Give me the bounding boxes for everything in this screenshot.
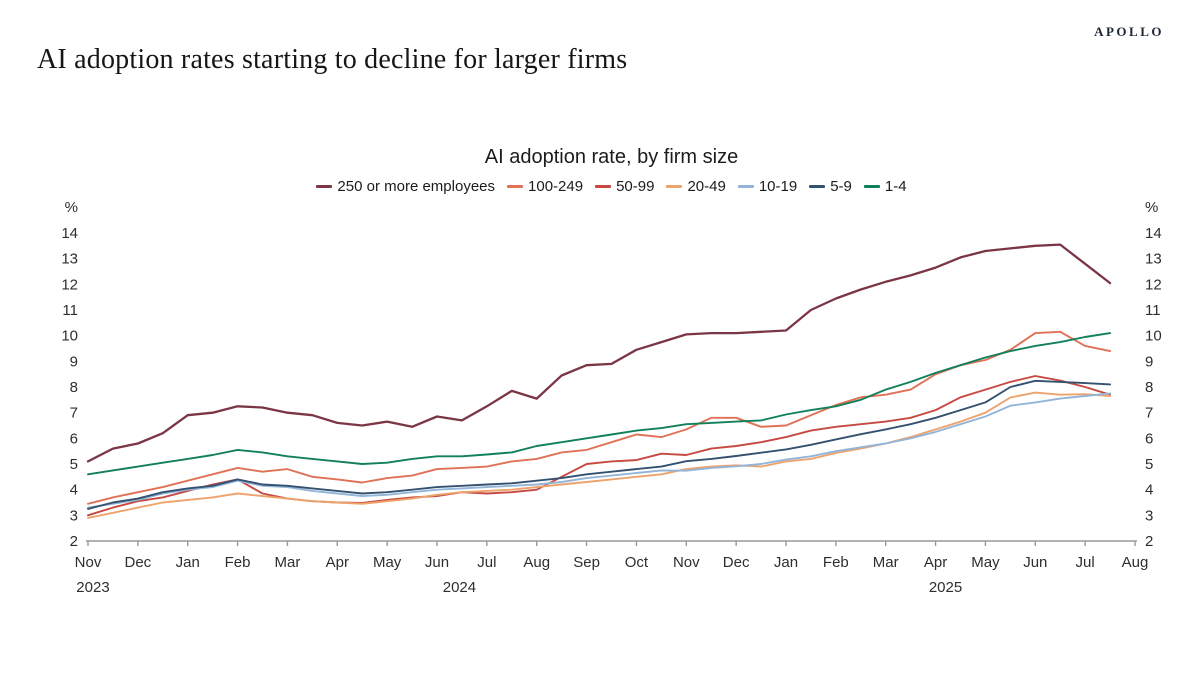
x-axis-month-label: Aug <box>523 554 550 571</box>
y-axis-unit-right: % <box>1145 199 1158 216</box>
y-axis-label-right: 13 <box>1145 251 1162 268</box>
legend-item-50-99: 50-99 <box>595 178 654 195</box>
legend-label: 100-249 <box>528 178 584 195</box>
x-axis-month-label: Feb <box>225 554 251 571</box>
legend-swatch-icon <box>316 185 333 188</box>
x-axis-month-label: Jul <box>1076 554 1095 571</box>
y-axis-label-left: 6 <box>70 430 78 447</box>
y-axis-label-left: 8 <box>70 379 78 396</box>
chart-legend: 250 or more employees 100-249 50-99 20-49 10… <box>88 178 1135 195</box>
legend-item-1-4: 1-4 <box>863 178 907 195</box>
legend-item-250-or-more-employees: 250 or more employees <box>316 178 495 195</box>
series-line-1-4 <box>87 332 1112 476</box>
x-axis-month-label: Apr <box>326 554 349 571</box>
series-line-20-49 <box>87 391 1112 519</box>
legend-item-100-249: 100-249 <box>507 178 583 195</box>
y-axis-label-right: 2 <box>1145 533 1153 550</box>
x-axis-month-label: Jan <box>176 554 200 571</box>
y-axis-label-left: 2 <box>70 533 78 550</box>
legend-swatch-icon <box>809 185 826 188</box>
legend-swatch-icon <box>507 185 524 188</box>
x-axis-month-label: May <box>373 554 402 571</box>
x-axis-month-label: Sep <box>573 554 600 571</box>
x-axis-month-label: Mar <box>275 554 301 571</box>
series-line-50-99 <box>87 375 1112 517</box>
y-axis-label-left: 14 <box>61 225 78 242</box>
page-title: AI adoption rates starting to decline fo… <box>37 44 628 75</box>
legend-swatch-icon <box>737 185 754 188</box>
y-axis-label-left: 5 <box>70 456 78 473</box>
x-axis-year-label: 2025 <box>929 579 962 596</box>
x-axis-month-label: Nov <box>75 554 102 571</box>
y-axis-label-right: 14 <box>1145 225 1162 242</box>
y-axis-label-right: 8 <box>1145 379 1153 396</box>
chart-title: AI adoption rate, by firm size <box>484 146 739 168</box>
legend-label: 10-19 <box>758 178 798 195</box>
legend-item-20-49: 20-49 <box>666 178 726 195</box>
series-line-5-9 <box>87 379 1112 510</box>
y-axis-label-right: 7 <box>1145 405 1153 422</box>
y-axis-label-left: 9 <box>70 353 78 370</box>
legend-label: 1-4 <box>884 178 907 195</box>
y-axis-label-right: 12 <box>1145 276 1162 293</box>
x-axis-month-label: Oct <box>625 554 649 571</box>
x-axis-month-label: Mar <box>873 554 899 571</box>
x-axis-month-label: Jun <box>425 554 449 571</box>
y-axis-unit-left: % <box>65 199 78 216</box>
legend-label: 5-9 <box>830 178 852 195</box>
y-axis-label-left: 4 <box>70 482 78 499</box>
x-axis-month-label: Jan <box>774 554 798 571</box>
legend-swatch-icon <box>595 185 612 188</box>
x-axis-year-label: 2024 <box>443 579 476 596</box>
y-axis-label-left: 3 <box>70 507 78 524</box>
x-axis-month-label: Dec <box>125 554 152 571</box>
y-axis-label-right: 11 <box>1145 302 1161 319</box>
y-axis-label-left: 13 <box>61 251 78 268</box>
y-axis-label-left: 7 <box>70 405 78 422</box>
x-axis-month-label: Aug <box>1122 554 1149 571</box>
legend-label: 50-99 <box>616 178 655 195</box>
y-axis-label-right: 5 <box>1145 456 1153 473</box>
series-line-250-or-more-employees <box>86 243 1112 463</box>
series-line-10-19 <box>87 392 1112 509</box>
legend-item-5-9: 5-9 <box>809 178 852 195</box>
x-axis-month-label: Apr <box>924 554 947 571</box>
y-axis-label-left: 10 <box>61 328 78 345</box>
legend-label: 20-49 <box>687 178 726 195</box>
y-axis-label-right: 6 <box>1145 430 1153 447</box>
legend-swatch-icon <box>863 185 880 188</box>
x-axis-year-label: 2023 <box>76 579 109 596</box>
x-axis-month-label: Jul <box>477 554 496 571</box>
series-line-100-249 <box>87 330 1112 505</box>
legend-swatch-icon <box>666 185 683 188</box>
x-axis-month-label: May <box>971 554 1000 571</box>
legend-item-10-19: 10-19 <box>737 178 798 195</box>
x-axis-month-label: Jun <box>1023 554 1047 571</box>
x-axis-month-label: Dec <box>723 554 750 571</box>
legend-label: 250 or more employees <box>337 178 496 195</box>
y-axis-label-right: 9 <box>1145 353 1153 370</box>
y-axis-label-right: 3 <box>1145 507 1153 524</box>
y-axis-label-right: 10 <box>1145 328 1162 345</box>
x-axis-month-label: Feb <box>823 554 849 571</box>
y-axis-label-right: 4 <box>1145 482 1153 499</box>
apollo-logo: APOLLO <box>1094 24 1164 39</box>
y-axis-label-left: 11 <box>62 302 78 319</box>
y-axis-label-left: 12 <box>61 276 78 293</box>
x-axis-month-label: Nov <box>673 554 700 571</box>
